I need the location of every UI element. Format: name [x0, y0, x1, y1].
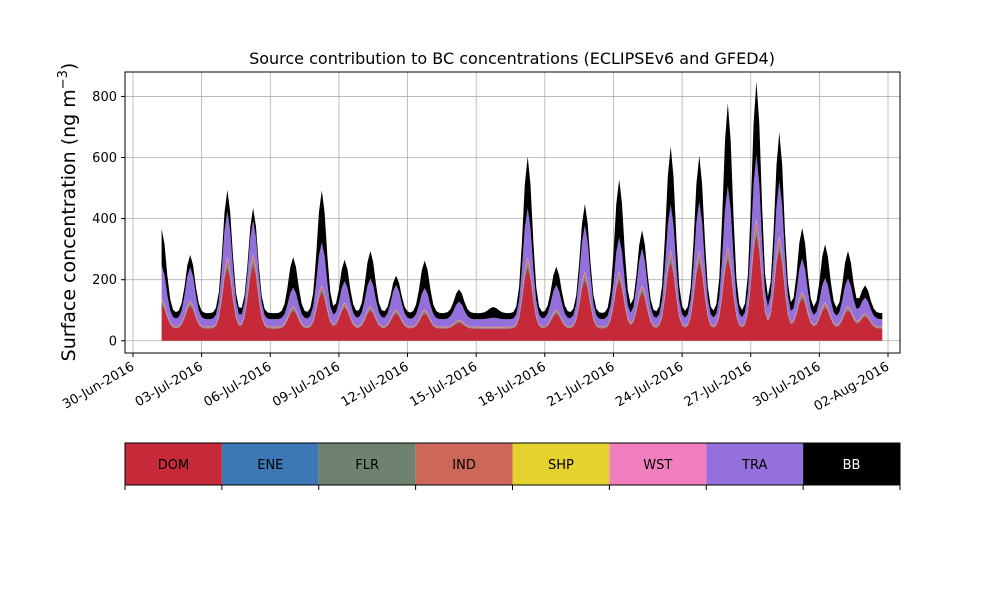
y-axis-label-text: Surface concentration (ng m — [58, 89, 80, 361]
y-tick-label: 200 — [92, 273, 117, 288]
legend-swatch-flr — [318, 443, 416, 485]
legend-label-flr: FLR — [355, 458, 379, 473]
y-tick-label: 400 — [92, 212, 117, 227]
area-series-tra — [161, 154, 883, 327]
legend-label-wst: WST — [643, 458, 672, 473]
x-tick-label: 24-Jul-2016 — [613, 359, 686, 410]
legend-swatch-ind — [415, 443, 513, 485]
legend-swatch-ene — [221, 443, 319, 485]
legend-swatch-tra — [706, 443, 804, 485]
y-axis-label-close: ) — [58, 63, 80, 70]
legend-label-shp: SHP — [548, 458, 574, 473]
legend-swatch-wst — [609, 443, 707, 485]
plot-frame — [124, 71, 901, 354]
area-series-dom — [161, 233, 883, 341]
x-tick-label: 02-Aug-2016 — [812, 359, 892, 414]
legend-label-ene: ENE — [257, 458, 283, 473]
y-axis-label-exponent: −3 — [56, 70, 71, 89]
y-axis-label: Surface concentration (ng m−3) — [56, 63, 80, 362]
chart-title: Source contribution to BC concentrations… — [249, 49, 775, 68]
y-tick-label: 600 — [92, 151, 117, 166]
x-tick-label: 18-Jul-2016 — [476, 359, 549, 410]
legend-label-dom: DOM — [158, 458, 189, 473]
legend-swatch-dom — [125, 443, 222, 485]
x-tick-label: 27-Jul-2016 — [682, 359, 755, 410]
area-series-bb — [161, 81, 883, 320]
legend-label-tra: TRA — [741, 458, 767, 473]
legend-label-ind: IND — [452, 458, 476, 473]
y-tick-label: 800 — [92, 90, 117, 105]
legend-swatch-shp — [512, 443, 610, 485]
x-axis: 30-Jun-201603-Jul-201606-Jul-201609-Jul-… — [60, 353, 892, 415]
y-tick-label: 0 — [109, 334, 117, 349]
x-tick-label: 06-Jul-2016 — [201, 359, 274, 410]
legend-colorbar: DOM ENE FLR IND SHP WST TRA BB — [124, 442, 901, 490]
stacked-areas — [161, 81, 883, 341]
legend-label-bb: BB — [843, 458, 861, 473]
x-tick-label: 12-Jul-2016 — [339, 359, 412, 410]
x-tick-label: 09-Jul-2016 — [270, 359, 343, 410]
x-tick-label: 30-Jun-2016 — [60, 359, 137, 412]
legend-swatch-bb — [803, 443, 900, 485]
x-tick-label: 15-Jul-2016 — [407, 359, 480, 410]
y-axis: 0 200 400 600 800 — [92, 90, 125, 349]
x-tick-label: 21-Jul-2016 — [545, 359, 618, 410]
x-tick-label: 03-Jul-2016 — [133, 359, 206, 410]
